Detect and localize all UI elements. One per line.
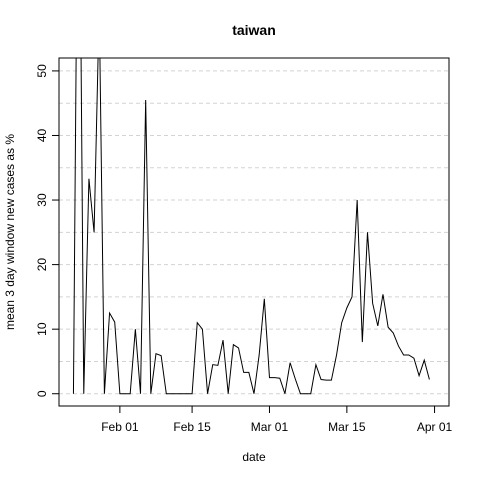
plot-frame — [58, 57, 450, 407]
x-tick-label: Mar 15 — [328, 420, 366, 434]
y-tick-label: 10 — [35, 322, 49, 336]
x-tick-label: Apr 01 — [417, 420, 453, 434]
grid — [59, 70, 449, 395]
y-tick-label: 20 — [35, 258, 49, 272]
y-tick-label: 40 — [35, 128, 49, 142]
chart-title: taiwan — [232, 22, 276, 38]
y-tick-label: 0 — [35, 390, 49, 397]
y-tick-label: 30 — [35, 193, 49, 207]
x-axis-label: date — [242, 450, 266, 464]
plot-area — [72, 58, 430, 395]
y-axis-label: mean 3 day window new cases as % — [3, 134, 17, 330]
x-tick-label: Feb 01 — [101, 420, 139, 434]
y-tick-label: 50 — [35, 64, 49, 78]
data-line — [72, 58, 430, 395]
x-tick-label: Mar 01 — [251, 420, 289, 434]
axes: 0 10 20 30 40 50 Feb 01 Feb 15 Mar 01 Mar 15 Apr 0… — [35, 64, 453, 434]
x-tick-label: Feb 15 — [173, 420, 211, 434]
